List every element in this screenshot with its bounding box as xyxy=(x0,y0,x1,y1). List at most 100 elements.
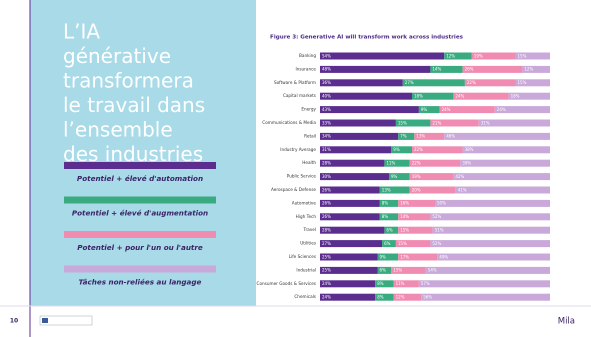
bar-segment xyxy=(320,240,383,248)
bar-segment xyxy=(444,52,472,60)
value-label: 15% xyxy=(518,53,527,58)
bar-segment xyxy=(320,132,399,140)
value-label: 33% xyxy=(322,120,331,125)
value-label: 24% xyxy=(322,295,331,300)
bar-segment xyxy=(522,65,550,73)
chart-title: Figure 3: Generative AI will transform w… xyxy=(270,35,464,41)
value-label: 21% xyxy=(432,120,441,125)
value-label: 9% xyxy=(421,107,428,112)
category-label: Travel xyxy=(303,227,316,232)
bar-segment xyxy=(444,132,550,140)
value-label: 46% xyxy=(446,134,455,139)
value-label: 19% xyxy=(474,53,483,58)
category-label: Insurance xyxy=(295,66,316,71)
legend-swatch xyxy=(64,231,216,238)
bar-segment xyxy=(412,146,463,154)
category-label: Industrial xyxy=(296,267,316,272)
category-label: Banking xyxy=(299,53,316,58)
bar-segment xyxy=(515,52,550,60)
value-label: 27% xyxy=(405,80,414,85)
title-line: générative xyxy=(63,44,171,68)
category-label: High Tech xyxy=(296,214,317,219)
value-label: 27% xyxy=(322,241,331,246)
value-label: 18% xyxy=(511,94,520,99)
value-label: 19% xyxy=(412,174,421,179)
value-label: 12% xyxy=(446,53,455,58)
value-label: 13% xyxy=(416,134,425,139)
value-label: 8% xyxy=(382,201,389,206)
bar-segment xyxy=(453,173,550,181)
bar-segment xyxy=(478,119,550,127)
bar-segment xyxy=(320,199,380,207)
bar-segment xyxy=(377,266,392,274)
bar-segment xyxy=(377,253,399,261)
bar-segment xyxy=(375,280,394,288)
category-label: Public Service xyxy=(287,174,317,179)
bar-segment xyxy=(453,92,509,100)
value-label: 28% xyxy=(322,228,331,233)
value-label: 15% xyxy=(393,268,402,273)
value-label: 28% xyxy=(322,161,331,166)
value-label: 57% xyxy=(421,281,430,286)
value-label: 22% xyxy=(414,147,423,152)
bar-segment xyxy=(398,132,415,140)
value-label: 12% xyxy=(396,295,405,300)
category-label: Energy xyxy=(301,107,316,112)
value-label: 51% xyxy=(435,228,444,233)
brand: Mila xyxy=(558,317,575,327)
bar-segment xyxy=(439,106,495,114)
bar-segment xyxy=(421,293,550,301)
bar-segment xyxy=(320,92,412,100)
bar-segment xyxy=(398,213,431,221)
category-label: Retail xyxy=(304,133,316,138)
bar-segment xyxy=(409,159,461,167)
value-label: 15% xyxy=(518,80,527,85)
bar-segment xyxy=(389,173,410,181)
title-line: L’IA xyxy=(63,20,100,44)
bar-segment xyxy=(320,106,419,114)
bar-segment xyxy=(430,65,463,73)
bar-segment xyxy=(437,253,550,261)
bar-segment xyxy=(471,52,516,60)
bar-segment xyxy=(430,213,550,221)
value-label: 8% xyxy=(377,295,384,300)
bar-segment xyxy=(320,280,376,288)
category-label: Life Sciences xyxy=(289,254,316,259)
bar-segment xyxy=(320,293,376,301)
value-label: 18% xyxy=(414,94,423,99)
value-label: 11% xyxy=(386,161,395,166)
bar-segment xyxy=(391,146,412,154)
bar-segment xyxy=(320,253,378,261)
value-label: 20% xyxy=(412,187,421,192)
bar-segment xyxy=(393,293,422,301)
legend-swatch xyxy=(64,162,216,169)
bar-segment xyxy=(409,173,454,181)
value-label: 14% xyxy=(432,67,441,72)
bar-segment xyxy=(320,52,445,60)
bar-segment xyxy=(455,186,550,194)
value-label: 11% xyxy=(396,281,405,286)
value-label: 25% xyxy=(322,268,331,273)
category-label: Software & Platform xyxy=(274,80,316,85)
bar-segment xyxy=(393,280,419,288)
page-number: 10 xyxy=(10,318,18,325)
logo-icon xyxy=(42,318,48,323)
value-label: 56% xyxy=(423,295,432,300)
value-label: 48% xyxy=(322,67,331,72)
bar-segment xyxy=(379,186,410,194)
partner-logo xyxy=(39,315,93,326)
value-label: 22% xyxy=(412,161,421,166)
value-label: 38% xyxy=(465,147,474,152)
bar-segment xyxy=(508,92,550,100)
category-label: Aerospace & Defense xyxy=(271,187,316,192)
bar-segment xyxy=(435,199,550,207)
bar-segment xyxy=(320,226,385,234)
bar-segment xyxy=(414,132,445,140)
value-label: 34% xyxy=(322,134,331,139)
category-label: Automotive xyxy=(292,200,317,205)
value-label: 9% xyxy=(393,147,400,152)
value-label: 42% xyxy=(455,174,464,179)
value-label: 49% xyxy=(439,254,448,259)
